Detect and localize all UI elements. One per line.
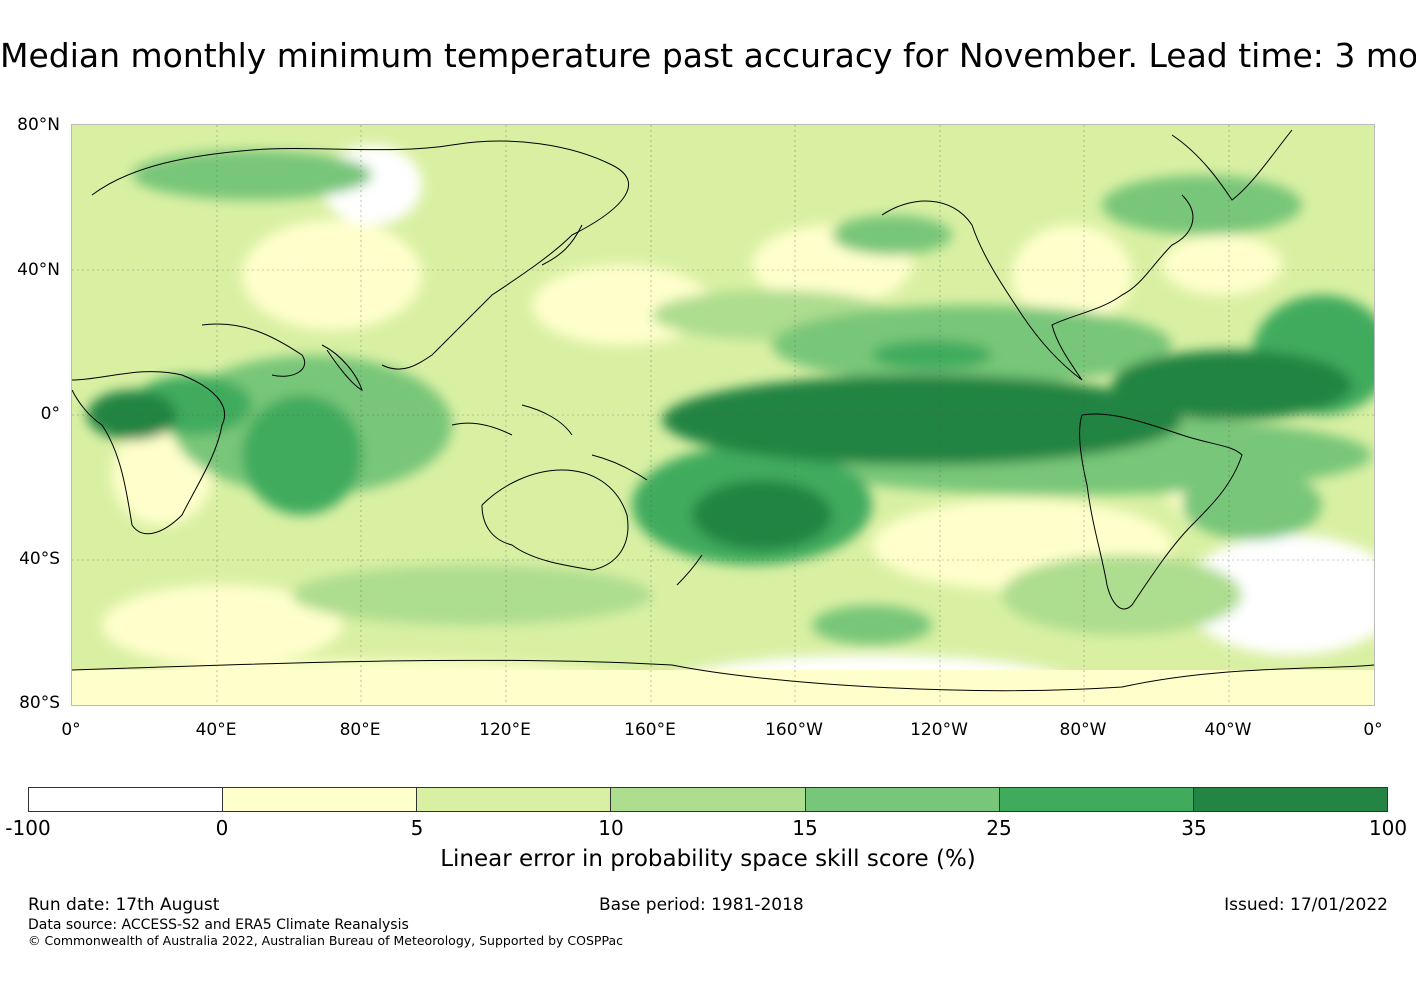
lon-label-120w: 120°W bbox=[910, 720, 968, 740]
lon-label-0-east: 0° bbox=[1363, 720, 1383, 740]
lat-label-40s: 40°S bbox=[19, 549, 60, 569]
skill-score-map bbox=[71, 124, 1375, 706]
colorbar-segment bbox=[223, 788, 418, 811]
colorbar-tick: 35 bbox=[1181, 816, 1207, 840]
colorbar-tick: 100 bbox=[1368, 816, 1408, 840]
copyright: © Commonwealth of Australia 2022, Austra… bbox=[28, 933, 623, 948]
lat-label-40n: 40°N bbox=[17, 260, 60, 280]
lat-label-80n: 80°N bbox=[17, 115, 60, 135]
colorbar-tick: 10 bbox=[598, 816, 624, 840]
colorbar-tick: 0 bbox=[215, 816, 229, 840]
colorbar-segment bbox=[1193, 788, 1387, 811]
colorbar-segment bbox=[417, 788, 612, 811]
colorbar-label: Linear error in probability space skill … bbox=[440, 846, 976, 872]
data-source: Data source: ACCESS-S2 and ERA5 Climate … bbox=[28, 917, 409, 933]
map-canvas bbox=[72, 125, 1374, 705]
issued-date: Issued: 17/01/2022 bbox=[1224, 895, 1388, 915]
colorbar-tick: -100 bbox=[5, 816, 51, 840]
colorbar-tick: 5 bbox=[410, 816, 424, 840]
lat-label-80s: 80°S bbox=[19, 693, 60, 713]
run-date: Run date: 17th August bbox=[28, 895, 220, 915]
lon-label-40e: 40°E bbox=[195, 720, 237, 740]
base-period: Base period: 1981-2018 bbox=[599, 895, 804, 915]
lon-label-0-west: 0° bbox=[61, 720, 81, 740]
lon-label-160w: 160°W bbox=[765, 720, 823, 740]
colorbar-segment bbox=[999, 788, 1194, 811]
lon-label-80e: 80°E bbox=[339, 720, 381, 740]
colorbar bbox=[28, 787, 1388, 812]
colorbar-segment bbox=[611, 788, 806, 811]
lat-label-equator: 0° bbox=[40, 404, 60, 424]
lon-label-160e: 160°E bbox=[624, 720, 676, 740]
colorbar-tick: 25 bbox=[986, 816, 1012, 840]
lon-label-80w: 80°W bbox=[1059, 720, 1107, 740]
colorbar-segment bbox=[805, 788, 1000, 811]
lon-label-40w: 40°W bbox=[1204, 720, 1252, 740]
colorbar-tick: 15 bbox=[792, 816, 818, 840]
colorbar-segment bbox=[29, 788, 224, 811]
lon-label-120e: 120°E bbox=[479, 720, 531, 740]
map-title: Median monthly minimum temperature past … bbox=[0, 36, 1416, 75]
